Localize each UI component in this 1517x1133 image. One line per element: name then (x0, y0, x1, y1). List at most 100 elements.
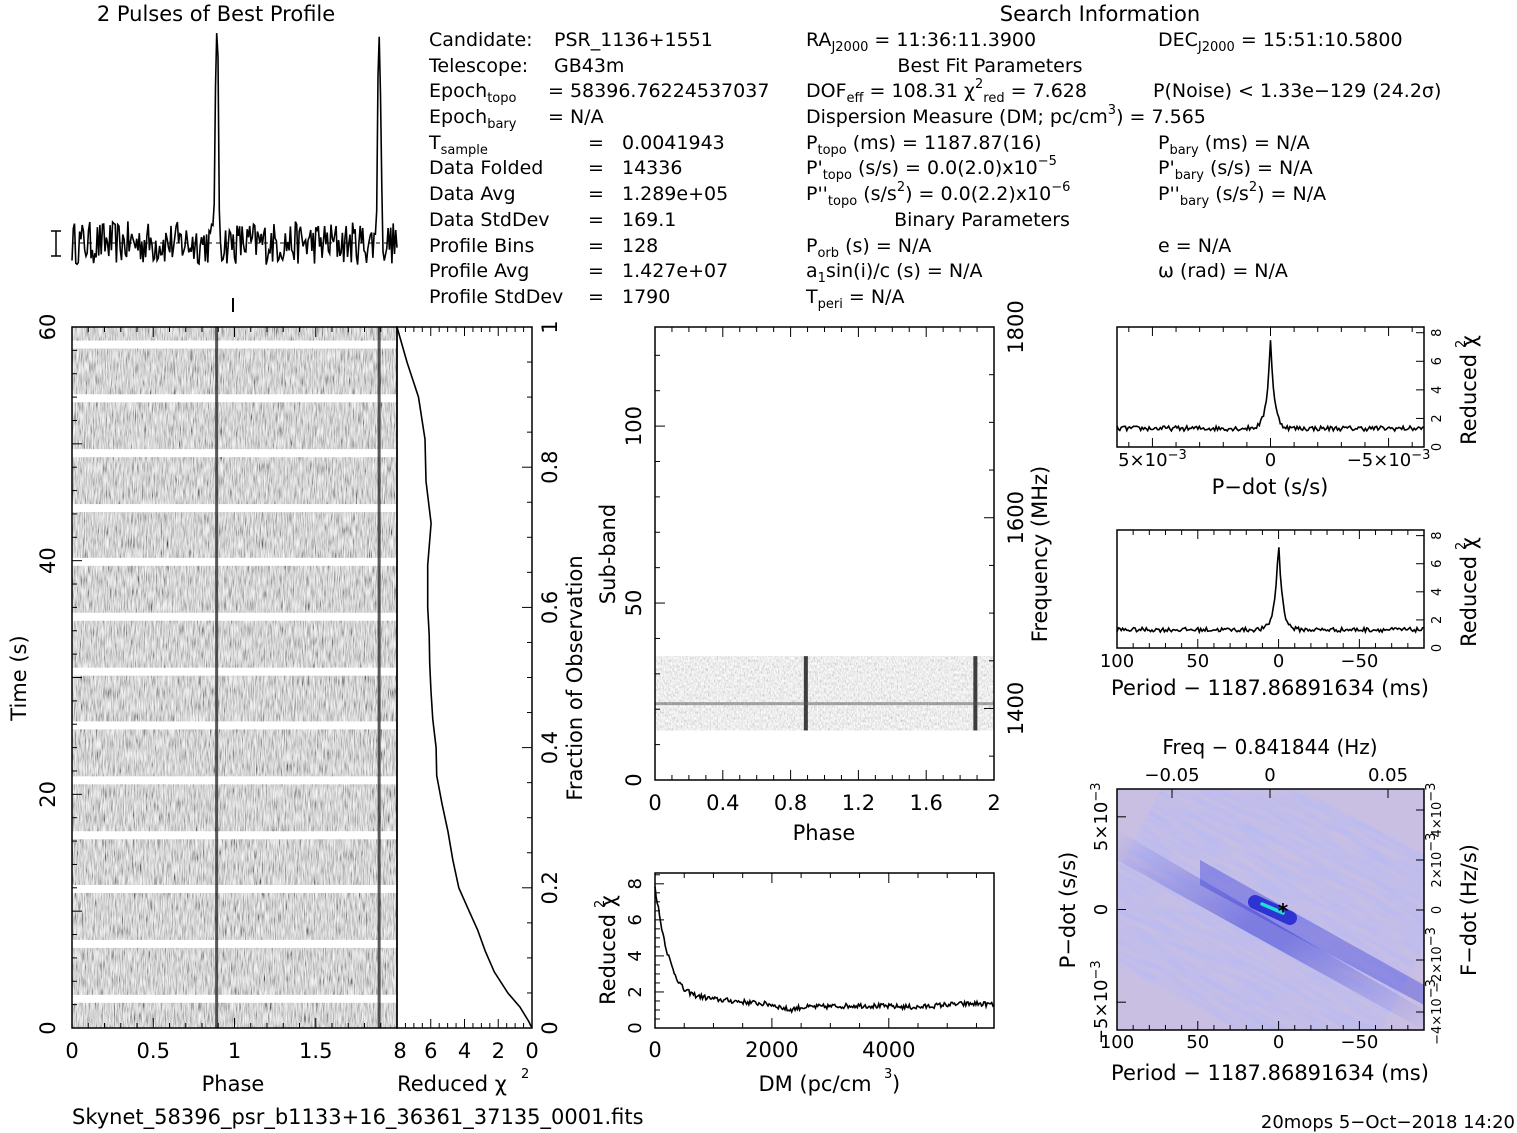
info-row-label: Epochtopo (429, 80, 516, 106)
best-fit-marker: * (1278, 899, 1289, 923)
pdot-tick-label: 5×10−3 (1118, 448, 1187, 471)
time-tick-label: 60 (36, 314, 60, 341)
dm-axis-label: DM (pc/cm 3 ) (758, 1067, 900, 1096)
period-chi2-tick: 4 (1430, 588, 1445, 596)
info-row-label: Candidate: (429, 29, 533, 51)
freq-axis-label: Freq − 0.841844 (Hz) (1162, 735, 1377, 759)
time-gap-band (72, 340, 397, 349)
info-row-eq: = (588, 183, 604, 205)
info-row-value: 169.1 (622, 209, 676, 231)
dm-tick-label: 4000 (862, 1038, 915, 1062)
search-info-title: Search Information (1000, 2, 1200, 26)
candidate-info-block: Candidate: PSR_1136+1551 Telescope: GB43m Ep… (428, 29, 769, 308)
binary-heading: Binary Parameters (894, 209, 1070, 231)
svg-text:3: 3 (884, 1067, 892, 1082)
dm-chi2-tick: 6 (625, 914, 646, 925)
dm-value: Dispersion Measure (DM; pc/cm3) = 7.565 (806, 103, 1206, 128)
phase-tick-label: 0.5 (137, 1039, 170, 1063)
subband-phase-xlabel: Phase (793, 821, 856, 845)
p-bary-value: Pbary (ms) = N/A (1158, 132, 1310, 158)
pdot-tick-label: −5×10−3 (1347, 448, 1431, 471)
info-row-label: Data StdDev (429, 209, 550, 231)
pp-period-tick: 100 (1100, 1032, 1134, 1053)
time-axis-label: Time (s) (7, 635, 31, 721)
pulse-track (215, 327, 219, 1028)
chi2-tick-label: 6 (424, 1039, 437, 1063)
freq-tick-label: 0 (1264, 765, 1275, 786)
pdot-chi2-tick: 0 (1430, 443, 1445, 451)
filename-label: Skynet_58396_psr_b1133+16_36361_37135_00… (72, 1105, 644, 1130)
info-row-value: 1.289e+05 (622, 183, 728, 205)
subband-phase-tick: 2 (987, 791, 1000, 815)
frequency-tick-label: 1600 (1004, 491, 1028, 544)
freq-tick-label: −0.05 (1144, 765, 1199, 786)
subband-tick-label: 100 (622, 406, 646, 446)
subband-phase-tick: 0 (648, 791, 661, 815)
chi2-tick-label: 0 (525, 1039, 538, 1063)
info-row-value: 0.0041943 (622, 132, 725, 154)
info-row-label: Data Avg (429, 183, 516, 205)
time-phase-heatmap (72, 327, 397, 1028)
info-row-value: GB43m (554, 55, 624, 77)
info-row-label: Profile Bins (429, 235, 534, 257)
dm-tick-label: 2000 (745, 1038, 798, 1062)
phase-tick-label: 0 (65, 1039, 78, 1063)
dm-chi2-curve (654, 886, 995, 1015)
pdot-topo-value: P'topo (s/s) = 0.0(2.0)x10−5 (806, 154, 1057, 183)
omega-value: ω (rad) = N/A (1158, 260, 1288, 282)
frequency-tick-label: 1400 (1004, 682, 1028, 735)
time-gap-band (72, 721, 397, 730)
svg-text:Reduced χ: Reduced χ (1457, 335, 1481, 445)
time-gap-band (72, 612, 397, 621)
subband-axis-label: Sub-band (596, 504, 620, 604)
info-row-value: 1790 (622, 286, 670, 308)
info-row-eq: = (588, 286, 604, 308)
info-row-value: 1.427e+07 (622, 260, 728, 282)
a1sini-value: a1sin(i)/c (s) = N/A (806, 260, 982, 286)
frequency-axis-label: Frequency (MHz) (1028, 466, 1052, 642)
barycentric-info-block: DECJ2000 = 15:51:10.5800 P(Noise) < 1.33e… (1153, 29, 1441, 282)
eccentricity-value: e = N/A (1158, 235, 1231, 257)
time-gap-band (72, 449, 397, 458)
pulse-profile-plot (51, 33, 398, 312)
pp-period-tick: −50 (1340, 1032, 1378, 1053)
time-tick-label: 0 (36, 1021, 60, 1034)
subband-pulse-track (803, 656, 808, 731)
svg-text:Reduced χ: Reduced χ (1457, 537, 1481, 647)
subband-tick-label: 50 (622, 590, 646, 617)
pdot-axis-label: P−dot (s/s) (1212, 475, 1329, 499)
dof-chi2-value: DOFeff = 108.31 χ2red = 7.628 (806, 77, 1087, 106)
svg-text:DM (pc/cm: DM (pc/cm (758, 1072, 871, 1096)
period-pdot-xlabel: Period − 1187.86891634 (ms) (1111, 1061, 1429, 1085)
svg-text:): ) (892, 1072, 900, 1096)
fraction-tick-label: 0.4 (538, 731, 562, 764)
info-row-label: Telescope: (428, 55, 528, 77)
porb-value: Porb (s) = N/A (806, 235, 931, 261)
fraction-tick-label: 1 (538, 320, 562, 333)
time-gap-band (72, 394, 397, 403)
period-pdot-plot: * 100 50 0 −50 −0.05 0 0.05 −5×10−3 0 5×10−3 4×10−… (1056, 735, 1481, 1085)
svg-text:2: 2 (1454, 542, 1469, 550)
fraction-tick-label: 0.6 (538, 591, 562, 624)
svg-text:Reduced χ: Reduced χ (397, 1072, 507, 1096)
time-phase-plot: 0 0.5 1 1.5 8 0 20 40 60 Time (s) Phase (7, 314, 407, 1096)
fraction-tick-label: 0.8 (538, 450, 562, 483)
time-gap-band (72, 504, 397, 513)
fdot-tick-label: 0 (1430, 906, 1445, 914)
time-gap-band (72, 667, 397, 676)
profile-title: 2 Pulses of Best Profile (97, 2, 335, 26)
dm-chi2-tick: 8 (625, 878, 646, 889)
info-row-value: PSR_1136+1551 (554, 29, 713, 51)
pnoise-value: P(Noise) < 1.33e−129 (24.2σ) (1153, 80, 1441, 102)
subband-pulse-track (973, 656, 978, 731)
period-tick-label: 50 (1186, 651, 1209, 672)
chi2-tick-label: 8 (393, 1039, 406, 1063)
dm-chi2-tick: 2 (625, 986, 646, 997)
info-row-value: = 58396.76224537037 (548, 80, 769, 102)
pp-pdot-tick: −5×10−3 (1089, 960, 1112, 1044)
reduced-chi2-axis-label: Reduced χ 2 (397, 1067, 529, 1096)
period-tick-label: −50 (1340, 651, 1378, 672)
fdot-tick-label: −2×10−3 (1424, 927, 1445, 993)
dm-chi2-ylabel: Reduced χ 2 (593, 895, 620, 1005)
